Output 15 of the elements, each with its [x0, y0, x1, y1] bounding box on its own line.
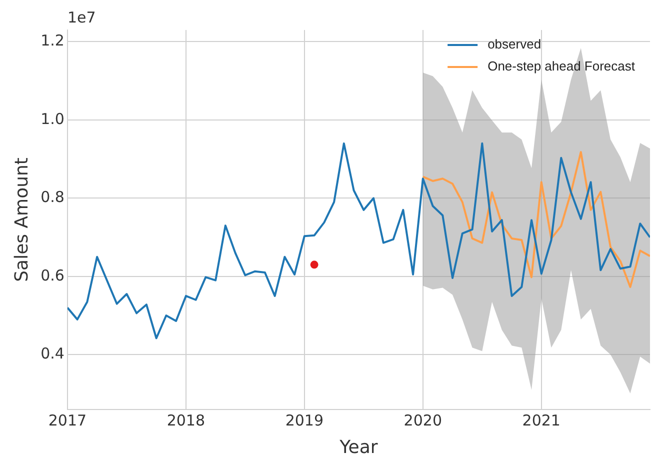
legend-label: observed	[488, 36, 542, 52]
x-tick-label: 2019	[285, 411, 324, 430]
y-axis-title: Sales Amount	[11, 158, 32, 282]
y-tick-label: 0.4	[40, 344, 64, 363]
x-axis-title: Year	[338, 436, 378, 458]
y-tick-label: 1.0	[40, 110, 64, 128]
x-tick-label: 2017	[48, 411, 87, 430]
text: 1e7	[67, 8, 96, 26]
x-tick-label: 2020	[404, 411, 442, 430]
y-tick-label: 0.6	[40, 266, 64, 284]
y-tick-label: 0.8	[40, 188, 64, 206]
legend-label: One-step ahead Forecast	[488, 58, 636, 74]
x-tick-label: 2021	[522, 411, 560, 430]
y-tick-label: 1.2	[40, 32, 64, 50]
x-tick-label: 2018	[166, 411, 206, 430]
